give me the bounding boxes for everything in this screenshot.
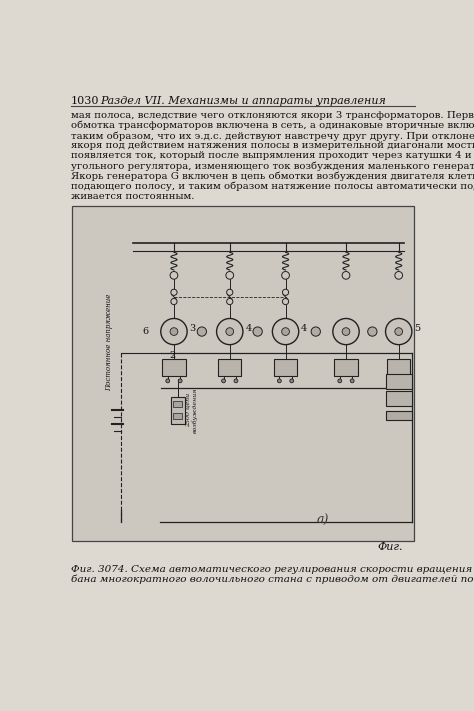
Circle shape	[385, 319, 412, 345]
Bar	[162, 359, 186, 376]
Bar	[218, 359, 241, 376]
Text: 3: 3	[190, 324, 196, 333]
Bar	[387, 359, 410, 376]
Circle shape	[290, 379, 294, 383]
Circle shape	[395, 272, 402, 279]
Bar	[173, 413, 182, 419]
Circle shape	[222, 379, 226, 383]
Circle shape	[273, 319, 299, 345]
Text: 4: 4	[301, 324, 307, 333]
Text: угольного регулятора, изменяющего ток возбуждения маленького генератора G.: угольного регулятора, изменяющего ток во…	[71, 161, 474, 171]
Circle shape	[283, 299, 289, 304]
Circle shape	[311, 327, 320, 336]
Circle shape	[391, 379, 394, 383]
Circle shape	[338, 379, 342, 383]
Circle shape	[395, 328, 402, 336]
Circle shape	[342, 328, 350, 336]
Text: 1030: 1030	[71, 96, 100, 106]
Text: якоря под действием натяжения полосы в измерительной диагонали мостиков: якоря под действием натяжения полосы в и…	[71, 141, 474, 150]
Circle shape	[178, 379, 182, 383]
Circle shape	[227, 299, 233, 304]
Text: 4: 4	[245, 324, 252, 333]
Circle shape	[171, 299, 177, 304]
Circle shape	[166, 379, 170, 383]
Circle shape	[226, 328, 234, 336]
Bar	[171, 397, 185, 424]
Circle shape	[277, 379, 281, 383]
Text: 2500 цепи
возбуждения: 2500 цепи возбуждения	[186, 387, 198, 433]
Circle shape	[234, 379, 238, 383]
Text: Фиг.: Фиг.	[377, 542, 402, 552]
Circle shape	[253, 327, 262, 336]
Circle shape	[333, 319, 359, 345]
Text: Фиг. 3074. Схема автоматического регулирования скорости вращения бара-: Фиг. 3074. Схема автоматического регулир…	[71, 565, 474, 574]
Text: появляется ток, который после выпрямления проходит через катушки 4 и 5: появляется ток, который после выпрямлени…	[71, 151, 474, 161]
Circle shape	[227, 289, 233, 295]
Text: 2: 2	[169, 351, 175, 360]
Circle shape	[282, 328, 290, 336]
Circle shape	[226, 272, 234, 279]
Circle shape	[161, 319, 187, 345]
Circle shape	[170, 272, 178, 279]
Bar	[72, 206, 414, 541]
Text: Якорь генератора G включен в цепь обмотки возбуждения двигателя клети,: Якорь генератора G включен в цепь обмотк…	[71, 172, 474, 181]
Text: Раздел VII. Механизмы и аппараты управления: Раздел VII. Механизмы и аппараты управле…	[100, 96, 386, 106]
Text: обмотка трансформаторов включена в сеть, а одинаковые вторичные включены: обмотка трансформаторов включена в сеть,…	[71, 121, 474, 130]
Bar	[334, 359, 357, 376]
Bar	[173, 401, 182, 407]
Bar	[385, 391, 412, 406]
Text: Постоянное напряжение: Постоянное напряжение	[105, 294, 113, 391]
Text: а): а)	[317, 514, 329, 528]
Text: таким образом, что их э.д.с. действуют навстречу друг другу. При отклонении: таким образом, что их э.д.с. действуют н…	[71, 131, 474, 141]
Text: мая полоса, вследствие чего отклоняются якори 3 трансформаторов. Первичная: мая полоса, вследствие чего отклоняются …	[71, 111, 474, 119]
Circle shape	[350, 379, 354, 383]
Text: 5: 5	[414, 324, 420, 333]
Bar	[274, 359, 297, 376]
Circle shape	[283, 289, 289, 295]
Circle shape	[171, 289, 177, 295]
Bar	[385, 374, 412, 390]
Circle shape	[403, 379, 407, 383]
Text: живается постоянным.: живается постоянным.	[71, 192, 194, 201]
Circle shape	[342, 272, 350, 279]
Circle shape	[170, 328, 178, 336]
Text: подающего полосу, и таким образом натяжение полосы автоматически поддер-: подающего полосу, и таким образом натяже…	[71, 182, 474, 191]
Text: 6: 6	[142, 327, 148, 336]
Circle shape	[368, 327, 377, 336]
Circle shape	[217, 319, 243, 345]
Bar	[385, 411, 412, 420]
Text: бана многократного волочильного стана с приводом от двигателей постоянного: бана многократного волочильного стана с …	[71, 574, 474, 584]
Circle shape	[282, 272, 290, 279]
Circle shape	[197, 327, 207, 336]
